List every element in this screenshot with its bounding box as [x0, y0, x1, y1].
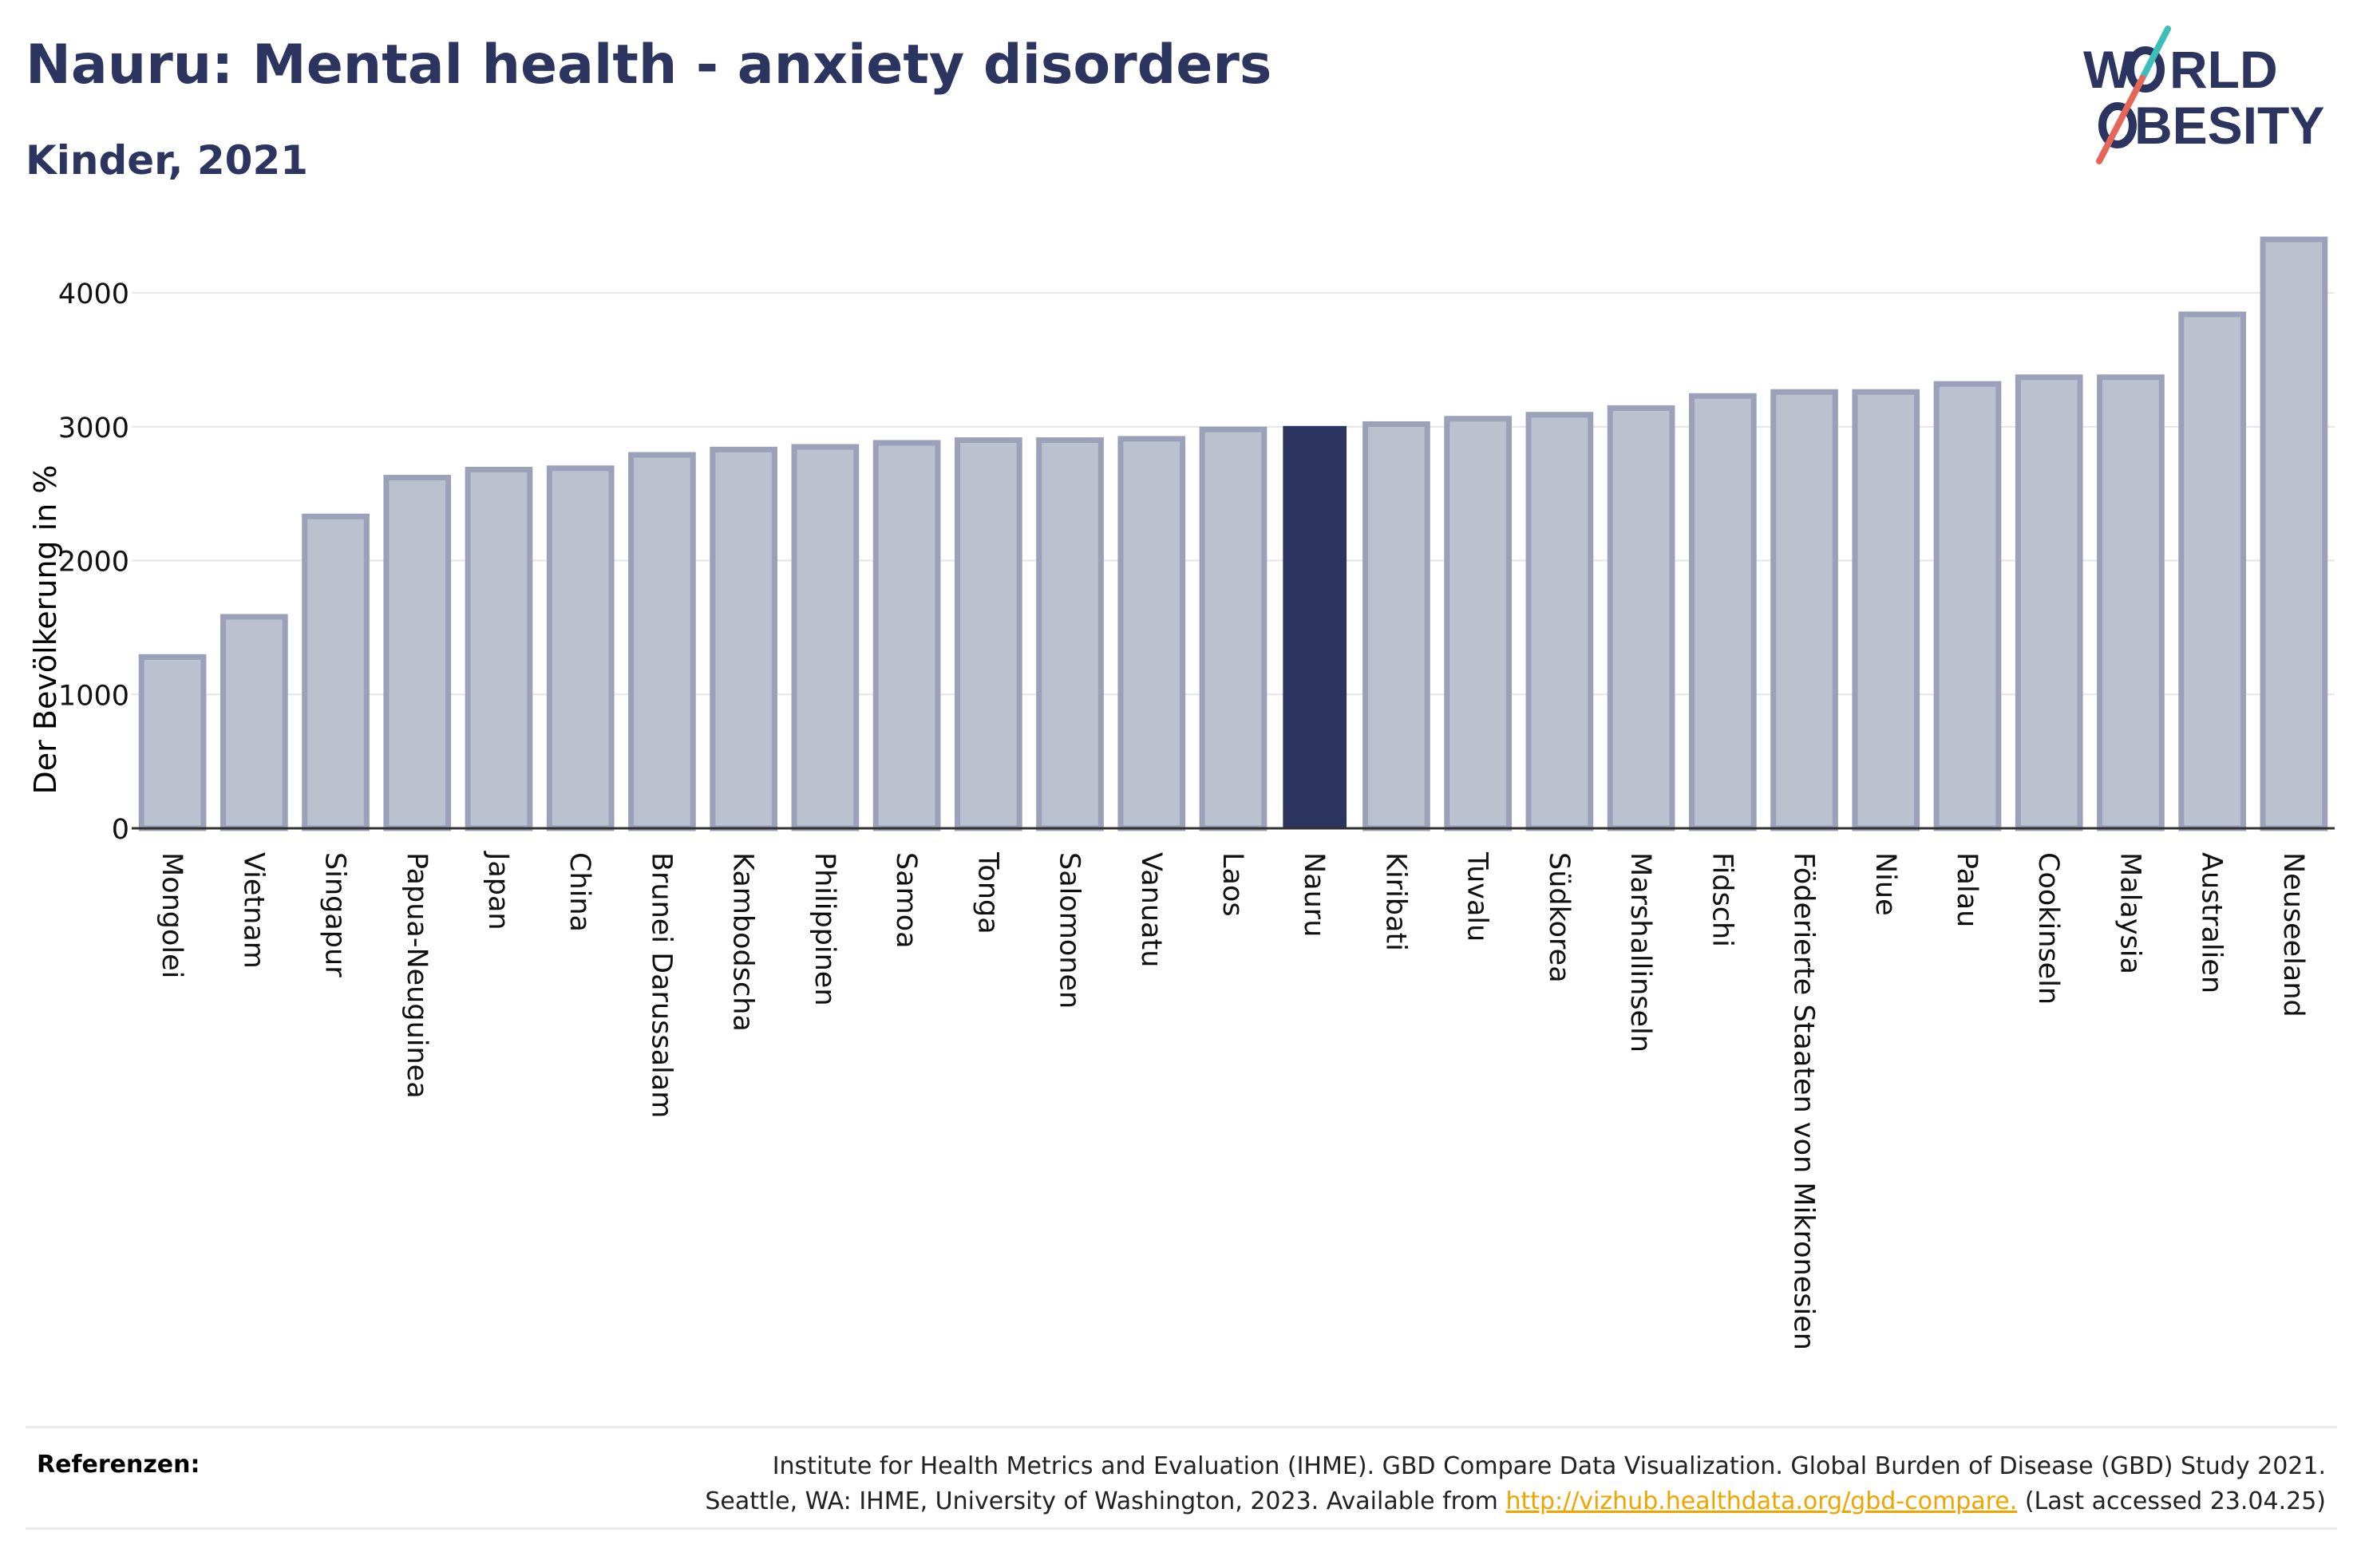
x-tick-label: Neuseeland — [2277, 852, 2309, 1017]
bar-2 — [302, 513, 370, 831]
bar-20 — [1770, 389, 1838, 831]
bar-24 — [2097, 374, 2165, 831]
bar-17 — [1525, 412, 1594, 831]
bar-5 — [546, 465, 615, 831]
x-tick-label: Australien — [2196, 852, 2228, 993]
bar-chart: 0 1000 2000 3000 4000 Mongolei Vietnam Singapu… — [28, 236, 2335, 1350]
y-tick-label: 2000 — [58, 547, 129, 579]
logo-teal-slash — [2139, 26, 2171, 81]
x-tick-label: Kambodscha — [727, 852, 759, 1032]
x-tick-label: Philippinen — [809, 852, 840, 1006]
references-text: Institute for Health Metrics and Evaluat… — [410, 1449, 2326, 1519]
y-tick-label: 1000 — [58, 680, 129, 712]
bar-19 — [1688, 393, 1757, 831]
references-line2-start: Seattle, WA: IHME, University of Washing… — [705, 1487, 1506, 1515]
y-tick-label: 0 — [112, 814, 129, 846]
bar-12 — [1117, 436, 1186, 831]
references-line2-end: (Last accessed 23.04.25) — [2017, 1487, 2326, 1515]
x-tick-label: Singapur — [319, 852, 351, 978]
x-tick-label: Niue — [1869, 852, 1901, 916]
bar-6 — [628, 452, 696, 831]
x-tick-label: China — [564, 852, 595, 932]
bar-8 — [791, 444, 860, 831]
x-tick-labels: Mongolei Vietnam Singapur Papua-Neuguinea Ja… — [156, 851, 2309, 1350]
x-tick-label: Nauru — [1298, 852, 1330, 937]
logo-line1-rest: RLD — [2169, 40, 2278, 99]
y-tick-label: 4000 — [58, 278, 129, 310]
x-tick-label: Laos — [1216, 852, 1248, 917]
bar-1 — [219, 614, 288, 831]
logo-line2: BESITY — [2134, 96, 2324, 155]
bar-0 — [138, 654, 207, 831]
logo-coral-slash — [2096, 75, 2145, 164]
bars — [138, 236, 2328, 831]
bar-25 — [2178, 311, 2247, 831]
x-tick-label: Brunei Darussalam — [645, 852, 677, 1118]
chart-subtitle: Kinder, 2021 — [26, 137, 309, 184]
bar-13 — [1199, 426, 1268, 831]
x-tick-label: Vietnam — [237, 852, 269, 969]
x-tick-label: Samoa — [890, 852, 922, 949]
y-tick-label: 3000 — [58, 413, 129, 444]
x-tick-label: Malaysia — [2114, 852, 2145, 974]
bar-26 — [2260, 236, 2328, 831]
bar-16 — [1444, 416, 1513, 831]
bar-22 — [1933, 381, 2002, 831]
bar-7 — [710, 446, 778, 831]
references-line1: Institute for Health Metrics and Evaluat… — [772, 1452, 2326, 1480]
x-tick-label: Palau — [1951, 852, 1983, 927]
x-tick-label: Tonga — [971, 851, 1003, 934]
bar-18 — [1607, 405, 1675, 831]
x-tick-label: Cookinseln — [2032, 852, 2064, 1005]
y-axis-label: Der Bevölkerung in % — [28, 465, 63, 795]
references-label: Referenzen: — [37, 1451, 200, 1479]
references-panel: Referenzen: Institute for Health Metrics… — [26, 1426, 2337, 1530]
x-tick-label: Südkorea — [1543, 852, 1575, 983]
y-tick-labels: 0 1000 2000 3000 4000 — [58, 278, 129, 846]
bar-14 — [1283, 425, 1347, 829]
bar-10 — [954, 437, 1022, 831]
x-tick-label: Salomonen — [1054, 852, 1086, 1009]
bar-15 — [1362, 421, 1430, 831]
x-tick-label: Papua-Neuguinea — [401, 852, 433, 1099]
bar-3 — [383, 475, 452, 831]
x-tick-label: Vanuatu — [1135, 852, 1167, 967]
chart-title: Nauru: Mental health - anxiety disorders — [26, 34, 1272, 97]
references-line2: Seattle, WA: IHME, University of Washing… — [410, 1484, 2326, 1519]
logo-line1-w: W — [2083, 40, 2134, 99]
bar-11 — [1036, 437, 1104, 831]
bar-23 — [2015, 374, 2083, 831]
references-link[interactable]: http://vizhub.healthdata.org/gbd-compare… — [1505, 1487, 2018, 1515]
x-tick-label: Mongolei — [156, 852, 188, 978]
bar-9 — [872, 440, 941, 831]
x-tick-label: Japan — [482, 851, 514, 930]
x-tick-label: Fidschi — [1706, 852, 1738, 947]
world-obesity-logo: W RLD BESITY — [2083, 26, 2324, 164]
x-tick-label: Föderierte Staaten von Mikronesien — [1788, 852, 1820, 1350]
x-tick-label: Marshallinseln — [1624, 852, 1656, 1053]
x-tick-label: Tuvalu — [1461, 851, 1493, 942]
x-tick-label: Kiribati — [1379, 852, 1411, 951]
bar-4 — [465, 466, 533, 831]
bar-21 — [1852, 389, 1920, 831]
